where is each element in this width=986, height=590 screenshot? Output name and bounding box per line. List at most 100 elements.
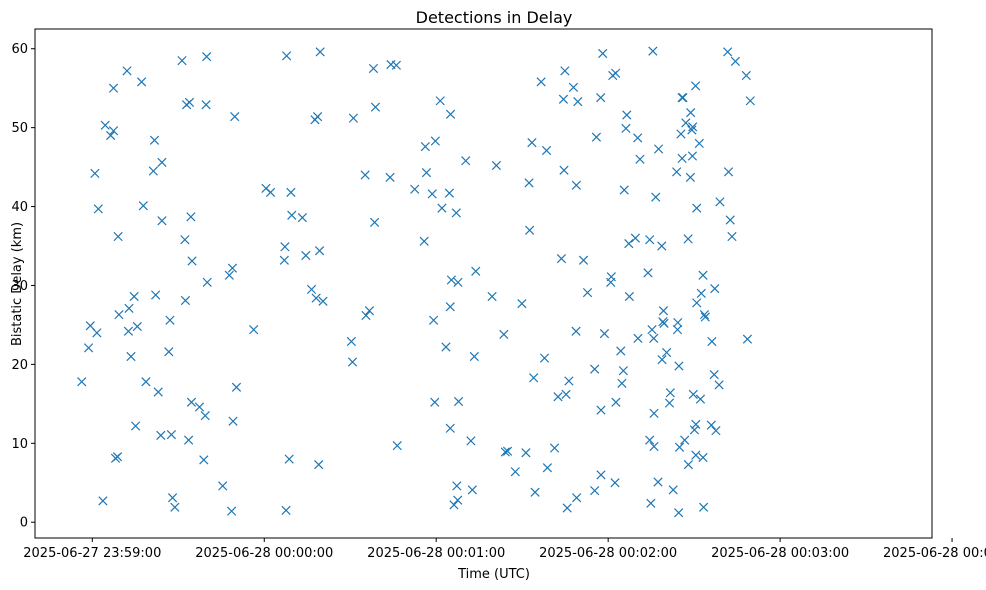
data-point [665,388,675,398]
data-point [700,312,710,322]
data-point [427,189,437,199]
data-point [672,167,682,177]
data-point [568,82,579,93]
data-point [730,56,741,66]
y-tick-label: 10 [11,437,28,452]
data-point [741,70,751,81]
data-point [524,178,534,188]
data-point [318,296,328,306]
data-point [723,167,734,177]
data-point [616,346,626,356]
x-tick-label: 2025-06-28 00:00:00 [195,546,333,561]
data-point [527,138,537,148]
data-points [77,46,755,518]
data-point [714,380,724,390]
data-point [696,288,706,298]
data-point [167,493,178,503]
data-point [530,487,540,497]
data-point [699,310,710,320]
data-point [680,435,690,445]
data-point [231,382,242,392]
data-point [77,377,87,387]
data-point [199,455,209,465]
data-point [151,290,161,300]
data-point [149,135,160,145]
data-point [539,353,550,363]
data-point [421,168,432,178]
data-point [525,225,535,235]
data-point [391,60,402,70]
data-point [561,389,571,399]
data-point [279,255,289,265]
data-point [487,291,497,302]
data-point [691,450,701,460]
data-point [542,463,553,473]
data-point [621,123,631,134]
data-point [662,347,672,358]
data-point [224,270,234,280]
data-point [677,153,687,164]
data-point [491,160,502,171]
data-point [541,145,552,156]
data-point [560,66,570,76]
data-point [698,270,708,280]
data-point [710,284,720,294]
data-point [690,81,701,91]
y-axis-label: Bistatic Delay (km) [10,222,25,346]
data-point [100,120,110,130]
data-point [286,187,296,197]
x-tick-label: 2025-06-28 00:03:00 [711,546,849,561]
data-point [453,396,464,407]
data-point [183,435,194,445]
data-point [419,236,429,246]
data-point [590,364,600,374]
data-point [659,318,669,328]
data-point [180,295,191,306]
y-tick-label: 20 [11,358,28,373]
data-point [92,328,102,338]
data-point [674,508,684,518]
data-point [360,170,370,180]
data-point [218,481,228,491]
data-point [517,298,527,309]
data-point [653,477,663,487]
data-point [571,180,581,190]
chart-title: Detections in Delay [416,8,573,27]
data-point [558,94,569,104]
data-point [668,485,678,495]
data-point [706,420,716,430]
data-point [536,77,546,87]
data-point [136,77,147,87]
data-point [500,447,510,457]
data-point [157,216,167,226]
data-point [571,326,581,336]
x-tick-label: 2025-06-28 00:02:00 [539,546,677,561]
data-point [106,130,116,141]
data-point [201,100,211,110]
x-tick-label: 2025-06-28 00:04:00 [883,546,986,561]
data-point [226,506,237,516]
data-point [461,156,471,166]
data-point [591,132,602,142]
data-point [521,448,531,458]
data-point [653,144,664,154]
data-point [649,441,659,452]
data-point [108,126,119,136]
data-point [429,315,439,325]
data-point [148,166,158,176]
data-point [657,355,667,365]
data-point [564,376,574,386]
data-point [643,268,653,278]
data-point [364,306,375,316]
data-point [453,495,463,505]
data-point [130,421,141,431]
data-point [657,241,667,251]
data-point [177,55,187,66]
data-point [281,51,292,61]
data-point [122,66,132,76]
data-point [630,233,641,243]
data-point [284,454,294,464]
data-point [124,303,134,313]
data-point [619,185,629,195]
data-point [658,306,669,316]
